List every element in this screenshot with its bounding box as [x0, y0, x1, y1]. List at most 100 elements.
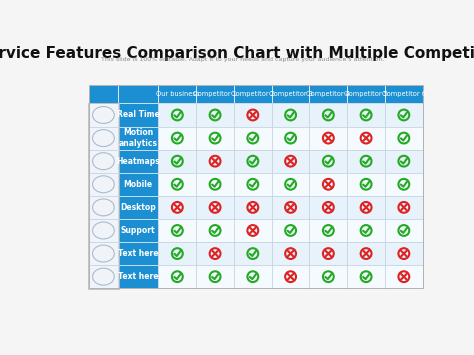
Bar — [158, 85, 196, 103]
Bar — [272, 85, 310, 103]
Text: Competitor 4: Competitor 4 — [306, 91, 350, 97]
Bar — [196, 173, 234, 196]
Bar — [89, 85, 118, 103]
Text: Mobile: Mobile — [124, 180, 153, 189]
Bar — [196, 149, 234, 173]
Bar — [310, 173, 347, 196]
Text: Competitor 5: Competitor 5 — [344, 91, 388, 97]
Bar — [385, 219, 423, 242]
Bar — [310, 219, 347, 242]
Bar — [89, 85, 423, 288]
Text: Service Features Comparison Chart with Multiple Competitors: Service Features Comparison Chart with M… — [0, 47, 474, 61]
Bar — [272, 126, 310, 149]
Bar — [385, 126, 423, 149]
Bar — [234, 219, 272, 242]
Text: Competitor 3: Competitor 3 — [269, 91, 312, 97]
Bar — [234, 85, 272, 103]
Bar — [118, 85, 158, 103]
Bar — [118, 196, 158, 219]
Bar — [196, 196, 234, 219]
Bar — [310, 126, 347, 149]
Bar — [196, 85, 234, 103]
Bar — [310, 149, 347, 173]
Bar — [196, 126, 234, 149]
Bar — [234, 196, 272, 219]
Bar — [234, 126, 272, 149]
Text: Competitor 2: Competitor 2 — [231, 91, 275, 97]
Bar — [234, 242, 272, 265]
Text: Heatmaps: Heatmaps — [117, 157, 160, 166]
Bar — [196, 265, 234, 288]
Bar — [310, 85, 347, 103]
Bar — [89, 173, 118, 196]
Bar — [385, 196, 423, 219]
Bar — [385, 149, 423, 173]
Bar — [89, 196, 118, 219]
Bar — [89, 242, 118, 265]
Text: Support: Support — [121, 226, 155, 235]
Bar — [347, 196, 385, 219]
Bar — [234, 103, 272, 126]
Bar — [89, 265, 118, 288]
Bar — [347, 85, 385, 103]
Bar — [272, 196, 310, 219]
Bar — [158, 173, 196, 196]
Text: Competitor 1: Competitor 1 — [193, 91, 237, 97]
Text: Desktop: Desktop — [120, 203, 156, 212]
Bar — [118, 173, 158, 196]
Text: Competitor 6: Competitor 6 — [382, 91, 426, 97]
Bar — [347, 126, 385, 149]
Bar — [347, 173, 385, 196]
Bar — [118, 103, 158, 126]
Bar — [347, 219, 385, 242]
Bar — [88, 103, 119, 289]
Bar — [196, 103, 234, 126]
Bar — [89, 149, 118, 173]
Bar — [347, 265, 385, 288]
Bar — [272, 242, 310, 265]
Bar — [234, 149, 272, 173]
Bar — [158, 149, 196, 173]
Bar — [234, 173, 272, 196]
Bar — [385, 242, 423, 265]
Bar — [118, 149, 158, 173]
Text: Text here: Text here — [118, 249, 158, 258]
Bar — [385, 265, 423, 288]
Bar — [118, 126, 158, 149]
Text: Motion
analytics: Motion analytics — [119, 129, 158, 148]
Bar — [385, 173, 423, 196]
Bar — [310, 103, 347, 126]
Bar — [272, 219, 310, 242]
Bar — [89, 103, 118, 126]
Bar — [158, 219, 196, 242]
Bar — [158, 103, 196, 126]
Bar — [385, 85, 423, 103]
Bar — [196, 219, 234, 242]
Bar — [158, 126, 196, 149]
Bar — [196, 242, 234, 265]
Bar — [89, 219, 118, 242]
Bar — [234, 265, 272, 288]
Text: Our business: Our business — [155, 91, 199, 97]
Bar — [158, 196, 196, 219]
Bar — [272, 173, 310, 196]
Text: Real Time: Real Time — [117, 110, 160, 120]
Bar — [118, 242, 158, 265]
Bar — [272, 103, 310, 126]
Bar — [310, 196, 347, 219]
Bar — [347, 149, 385, 173]
Bar — [89, 126, 118, 149]
Bar — [310, 265, 347, 288]
Bar — [272, 149, 310, 173]
Text: Text here: Text here — [118, 272, 158, 281]
Bar — [118, 265, 158, 288]
Bar — [310, 242, 347, 265]
Text: This slide is 100% editable. Adapt it to your needs and capture your audience's : This slide is 100% editable. Adapt it to… — [101, 57, 384, 62]
Bar — [385, 103, 423, 126]
Bar — [347, 103, 385, 126]
Bar — [158, 265, 196, 288]
Bar — [347, 242, 385, 265]
Bar — [118, 219, 158, 242]
Bar — [158, 242, 196, 265]
Bar — [272, 265, 310, 288]
